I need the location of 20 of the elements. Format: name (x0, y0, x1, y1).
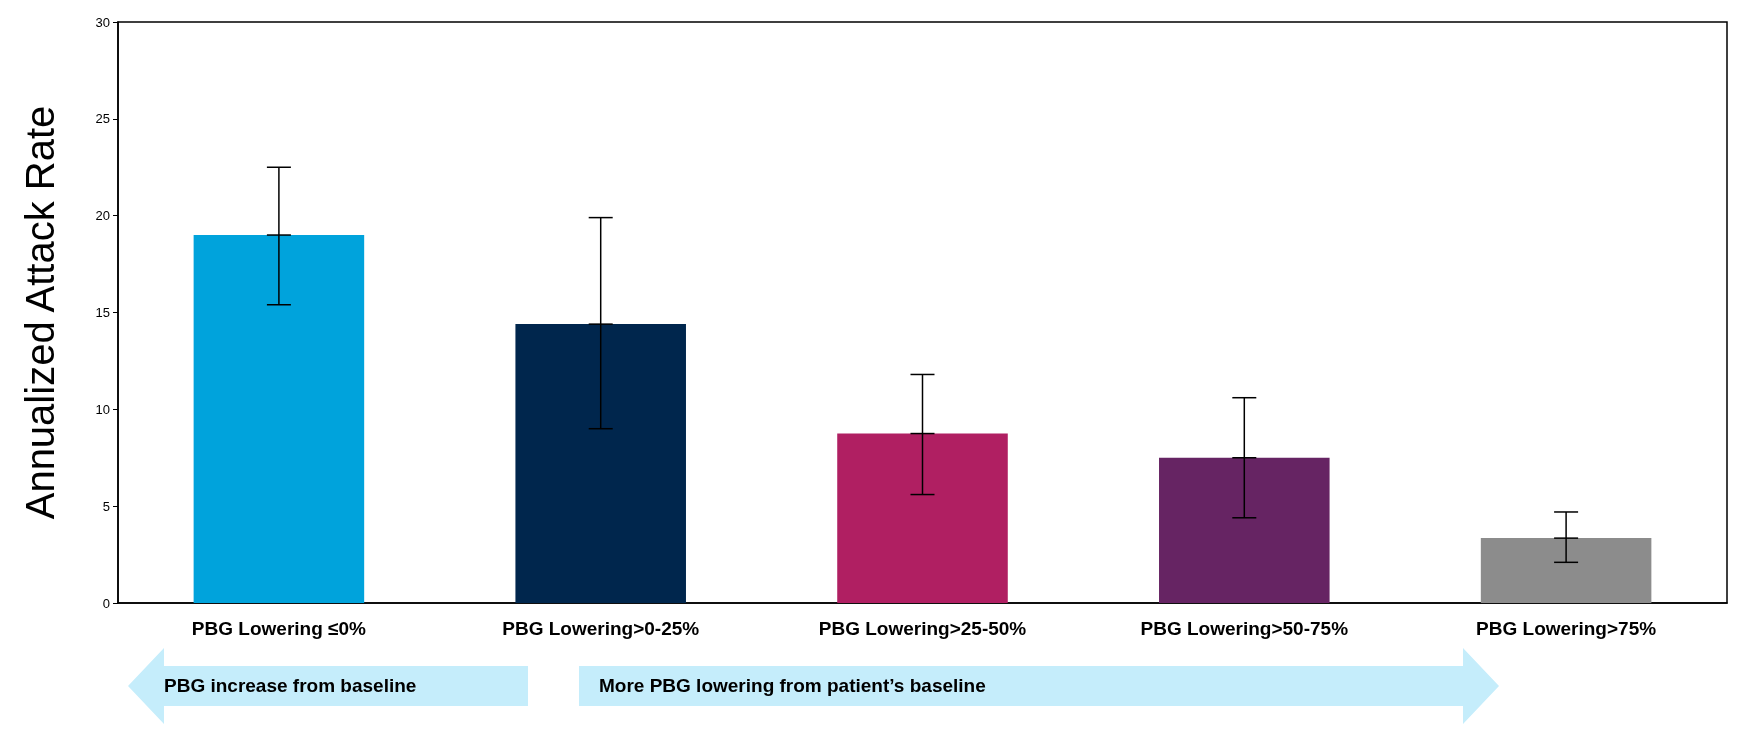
x-tick-label: PBG Lowering>25-50% (818, 618, 1027, 639)
y-tick-label: 30 (95, 14, 110, 30)
y-tick-label: 15 (95, 305, 110, 320)
bar (1480, 538, 1652, 603)
y-tick-label: 5 (102, 498, 110, 514)
x-tick-label: PBG Lowering>50-75% (1140, 618, 1349, 639)
x-tick-label: PBG Lowering>0-25% (502, 618, 700, 639)
y-tick-label: 20 (95, 208, 110, 224)
bar (193, 235, 365, 603)
text: More PBG lowering from patient’s baseline (599, 674, 986, 698)
bar (515, 324, 686, 603)
bar (1159, 457, 1330, 603)
x-tick-label: PBG Lowering ≤0% (191, 618, 367, 639)
text: PBG increase from baseline (164, 674, 417, 698)
y-tick-label: 10 (95, 401, 110, 417)
x-tick-label: PBG Lowering>75% (1476, 618, 1657, 639)
bar (837, 433, 1008, 603)
y-tick-label: 0 (102, 595, 110, 611)
y-tick-label: 25 (95, 111, 110, 127)
y-axis-title: Annualized Attack Rate (18, 105, 62, 520)
